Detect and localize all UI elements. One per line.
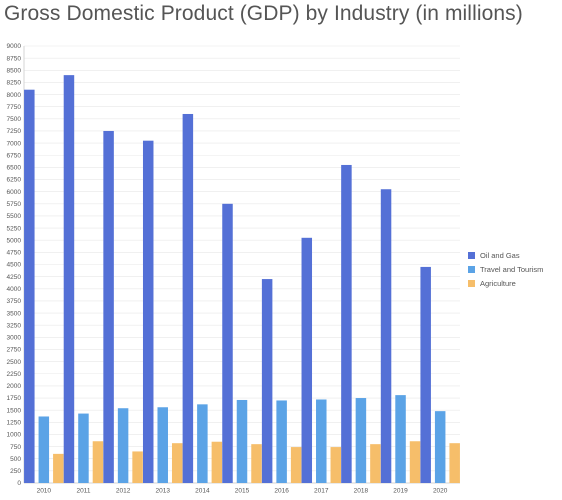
bar[interactable] [409, 441, 421, 483]
y-tick-label: 2500 [7, 359, 22, 366]
y-tick-label: 8000 [7, 92, 22, 99]
y-tick-label: 8250 [7, 80, 22, 87]
y-tick-label: 2750 [7, 347, 22, 354]
y-tick-label: 3250 [7, 322, 22, 329]
bar[interactable] [24, 89, 35, 483]
bar[interactable] [63, 75, 75, 483]
legend-swatch [468, 266, 475, 273]
bar[interactable] [434, 411, 446, 483]
y-tick-label: 3500 [7, 310, 22, 317]
bar[interactable] [78, 413, 89, 483]
y-tick-label: 8750 [7, 55, 22, 62]
y-tick-label: 7000 [7, 140, 22, 147]
y-tick-label: 8500 [7, 67, 22, 74]
bar[interactable] [132, 451, 143, 483]
x-tick-label: 2017 [314, 488, 329, 495]
bar[interactable] [420, 266, 431, 483]
chart-title: Gross Domestic Product (GDP) by Industry… [4, 2, 523, 25]
x-tick-label: 2020 [433, 488, 448, 495]
bar[interactable] [355, 398, 367, 483]
y-tick-label: 7500 [7, 116, 22, 123]
y-tick-label: 4000 [7, 286, 22, 293]
bar[interactable] [395, 395, 406, 483]
legend-label: Agriculture [480, 279, 516, 288]
legend-label: Oil and Gas [480, 251, 520, 260]
bar[interactable] [142, 140, 154, 483]
bar[interactable] [103, 130, 114, 483]
legend-swatch [468, 280, 475, 287]
bar[interactable] [330, 447, 342, 483]
x-tick-label: 2010 [37, 488, 52, 495]
bar[interactable] [380, 189, 392, 483]
y-tick-label: 7250 [7, 128, 22, 135]
x-tick-label: 2012 [116, 488, 131, 495]
y-tick-label: 250 [10, 468, 21, 475]
y-tick-label: 6250 [7, 177, 22, 184]
y-tick-label: 7750 [7, 104, 22, 111]
x-tick-label: 2015 [235, 488, 250, 495]
y-tick-label: 4500 [7, 262, 22, 269]
y-tick-label: 4250 [7, 274, 22, 281]
y-tick-label: 9000 [7, 43, 22, 50]
bar[interactable] [171, 443, 183, 483]
x-tick-label: 2014 [195, 488, 210, 495]
bar[interactable] [53, 453, 64, 483]
y-tick-label: 500 [10, 456, 21, 463]
y-tick-label: 5500 [7, 213, 22, 220]
y-tick-label: 0 [17, 480, 21, 487]
bar[interactable] [236, 399, 248, 483]
x-tick-label: 2018 [354, 488, 369, 495]
y-tick-label: 1250 [7, 420, 22, 427]
bar[interactable] [261, 279, 273, 483]
x-tick-label: 2019 [393, 488, 408, 495]
bar[interactable] [316, 399, 327, 483]
bar[interactable] [341, 164, 352, 483]
bar[interactable] [197, 404, 208, 483]
legend-swatch [468, 252, 475, 259]
y-tick-label: 5750 [7, 201, 22, 208]
y-tick-label: 2000 [7, 383, 22, 390]
bar[interactable] [38, 416, 50, 483]
bar[interactable] [276, 400, 287, 483]
y-tick-label: 6000 [7, 189, 22, 196]
y-tick-label: 1000 [7, 432, 22, 439]
y-tick-label: 6500 [7, 165, 22, 172]
x-tick-label: 2011 [76, 488, 90, 495]
y-tick-label: 5250 [7, 225, 22, 232]
x-tick-label: 2013 [155, 488, 170, 495]
bar[interactable] [182, 113, 194, 483]
y-tick-label: 6750 [7, 152, 22, 159]
legend-label: Travel and Tourism [480, 265, 543, 274]
y-tick-label: 1500 [7, 407, 22, 414]
y-tick-label: 750 [10, 444, 21, 451]
y-tick-label: 5000 [7, 237, 22, 244]
y-tick-label: 2250 [7, 371, 22, 378]
bar[interactable] [370, 444, 381, 483]
bar[interactable] [222, 203, 233, 484]
bar[interactable] [211, 441, 223, 483]
bar[interactable] [157, 407, 168, 483]
y-tick-label: 4750 [7, 250, 22, 257]
x-tick-label: 2016 [274, 488, 289, 495]
y-tick-label: 3750 [7, 298, 22, 305]
y-tick-label: 3000 [7, 335, 22, 342]
bar[interactable] [301, 237, 313, 483]
bar[interactable] [251, 444, 262, 483]
y-tick-label: 1750 [7, 395, 22, 402]
bar[interactable] [92, 441, 104, 483]
bar[interactable] [449, 443, 460, 483]
bar[interactable] [290, 447, 302, 483]
bar[interactable] [117, 408, 129, 483]
